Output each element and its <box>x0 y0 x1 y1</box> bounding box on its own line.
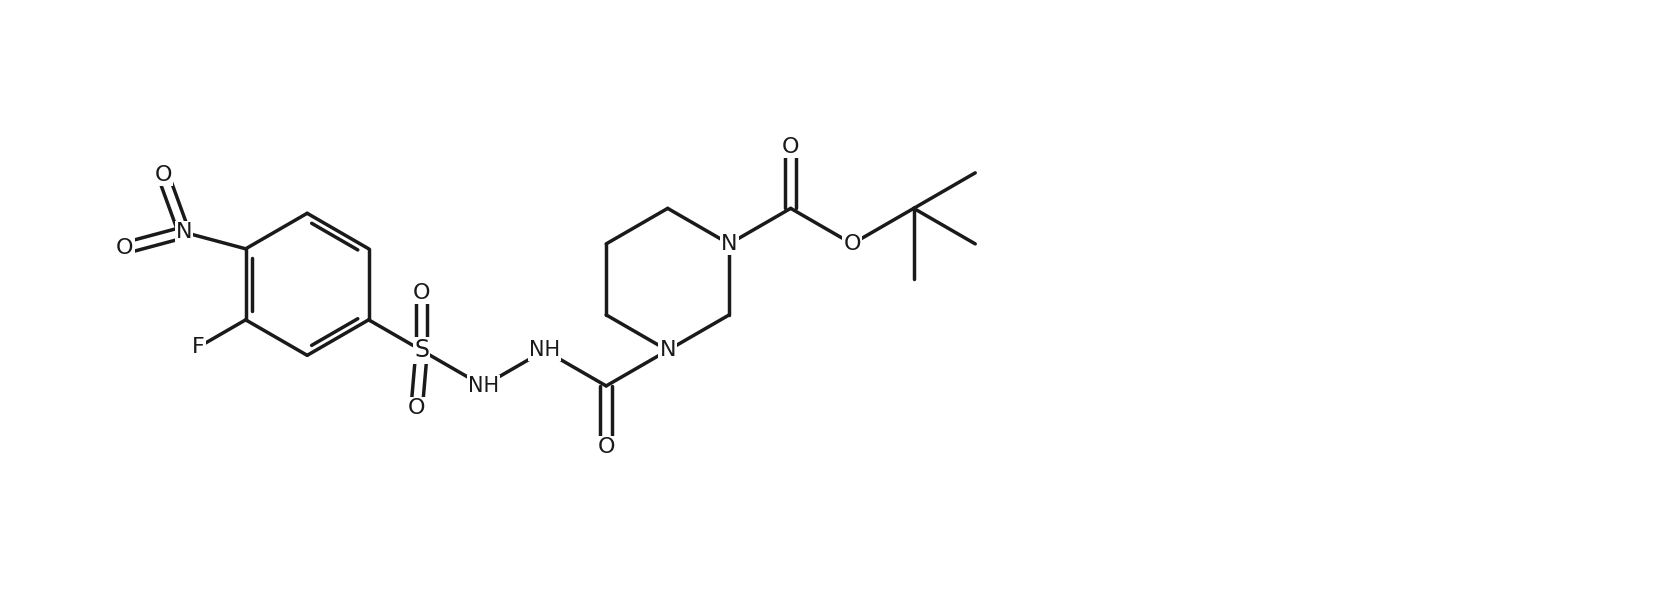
Text: S: S <box>414 338 429 362</box>
Text: O: O <box>843 234 860 254</box>
Text: F: F <box>192 337 205 357</box>
Text: O: O <box>116 238 134 258</box>
Text: NH: NH <box>467 376 499 396</box>
Text: O: O <box>782 137 799 157</box>
Text: O: O <box>413 283 431 303</box>
Text: O: O <box>154 165 172 185</box>
Text: N: N <box>721 234 737 254</box>
Text: O: O <box>408 398 426 418</box>
Text: O: O <box>597 437 615 457</box>
Text: N: N <box>176 222 192 243</box>
Text: N: N <box>659 340 676 360</box>
Text: NH: NH <box>529 340 560 360</box>
